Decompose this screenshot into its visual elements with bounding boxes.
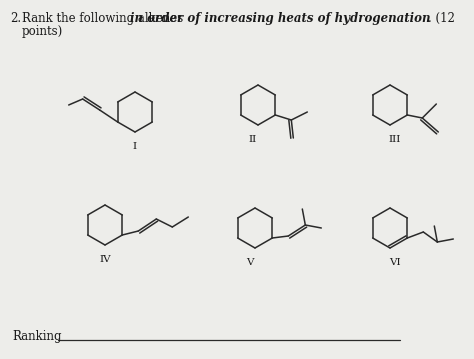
- Text: V: V: [246, 258, 254, 267]
- Text: III: III: [389, 135, 401, 144]
- Text: 2.: 2.: [10, 12, 21, 25]
- Text: IV: IV: [99, 255, 111, 264]
- Text: II: II: [249, 135, 257, 144]
- Text: . (12: . (12: [428, 12, 455, 25]
- Text: in order of increasing heats of hydrogenation: in order of increasing heats of hydrogen…: [130, 12, 430, 25]
- Text: Rank the following alkenes: Rank the following alkenes: [22, 12, 187, 25]
- Text: I: I: [133, 142, 137, 151]
- Text: VI: VI: [389, 258, 401, 267]
- Text: Ranking: Ranking: [12, 330, 62, 343]
- Text: points): points): [22, 25, 63, 38]
